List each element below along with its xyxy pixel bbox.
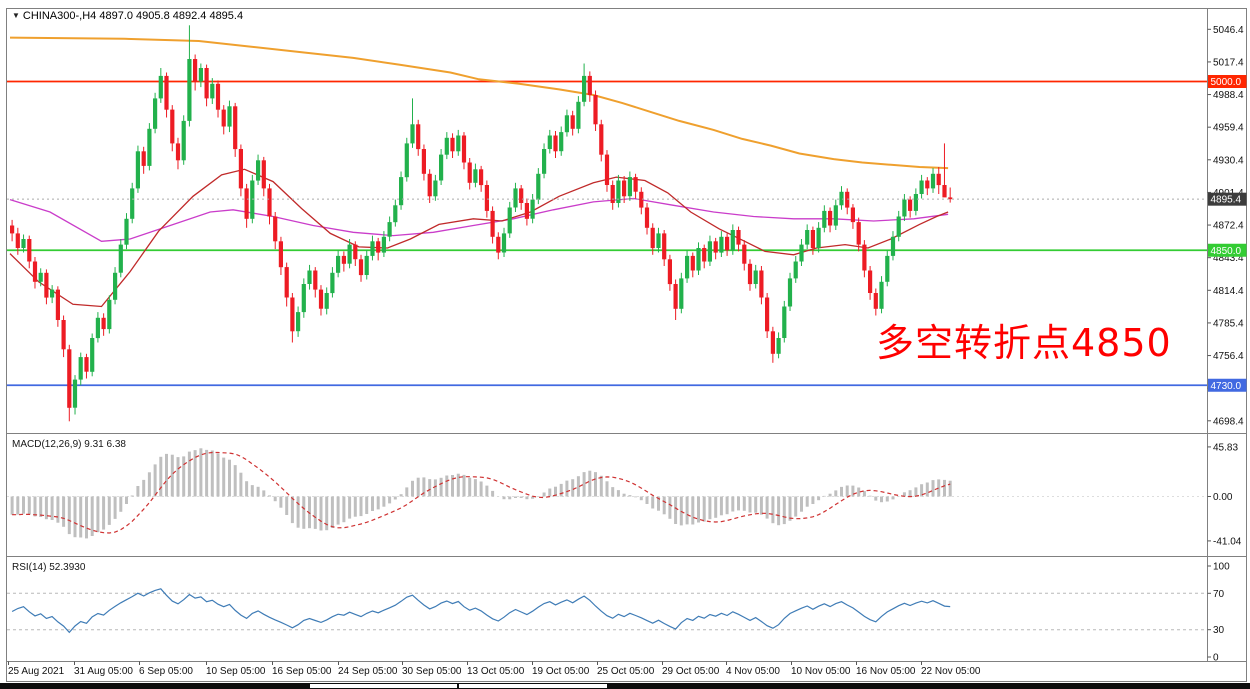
ohlc-readout: 4897.0 4905.8 4892.4 4895.4 (99, 10, 244, 22)
bottom-bar-segment (459, 684, 607, 688)
svg-text:24 Sep 05:00: 24 Sep 05:00 (338, 666, 398, 677)
svg-text:4872.4: 4872.4 (1213, 221, 1244, 232)
moving-average-ma_fast (9, 168, 949, 308)
macd-values: 9.31 6.38 (84, 439, 126, 450)
svg-text:0: 0 (1213, 653, 1219, 664)
macd-axis[interactable]: 45.83 0.00 -41.04 (1207, 442, 1242, 547)
text-annotation[interactable]: 多空转折点4850 (876, 321, 1172, 365)
svg-text:70: 70 (1213, 589, 1225, 600)
svg-text:4850.0: 4850.0 (1211, 246, 1242, 257)
chart-frame (6, 8, 1247, 682)
macd-histogram (10, 448, 952, 539)
svg-text:5017.4: 5017.4 (1213, 57, 1244, 68)
svg-text:4895.4: 4895.4 (1211, 195, 1242, 206)
svg-text:16 Nov 05:00: 16 Nov 05:00 (856, 666, 916, 677)
svg-text:29 Oct 05:00: 29 Oct 05:00 (662, 666, 720, 677)
svg-text:30: 30 (1213, 625, 1225, 636)
moving-average-ma_medium (9, 197, 949, 242)
svg-text:100: 100 (1213, 562, 1230, 573)
svg-text:6 Sep 05:00: 6 Sep 05:00 (139, 666, 193, 677)
level-price-label: 4850.0 (1208, 243, 1247, 257)
svg-text:5000.0: 5000.0 (1211, 77, 1242, 88)
svg-text:13 Oct 05:00: 13 Oct 05:00 (467, 666, 525, 677)
svg-text:19 Oct 05:00: 19 Oct 05:00 (532, 666, 590, 677)
rsi-line (11, 588, 951, 634)
svg-text:45.83: 45.83 (1213, 442, 1238, 453)
svg-text:4959.4: 4959.4 (1213, 123, 1244, 134)
svg-text:30 Sep 05:00: 30 Sep 05:00 (402, 666, 462, 677)
svg-text:-41.04: -41.04 (1213, 536, 1242, 547)
svg-text:10 Sep 05:00: 10 Sep 05:00 (206, 666, 266, 677)
svg-text:4930.4: 4930.4 (1213, 155, 1244, 166)
symbol-timeframe: CHINA300-,H4 (22, 10, 97, 22)
candlesticks (10, 25, 953, 422)
svg-text:16 Sep 05:00: 16 Sep 05:00 (272, 666, 332, 677)
svg-text:4 Nov 05:00: 4 Nov 05:00 (726, 666, 780, 677)
svg-text:4843.4: 4843.4 (1213, 253, 1244, 264)
rsi-axis[interactable]: 100 70 30 0 (1207, 562, 1231, 664)
moving-average-ma_slow (9, 36, 949, 170)
svg-text:0.00: 0.00 (1213, 492, 1233, 503)
time-axis[interactable]: 25 Aug 2021 31 Aug 05:00 6 Sep 05:00 10 Sep… (8, 661, 981, 678)
svg-text:5046.4: 5046.4 (1213, 25, 1244, 36)
svg-text:4814.4: 4814.4 (1213, 286, 1244, 297)
svg-text:4988.4: 4988.4 (1213, 90, 1244, 101)
svg-text:4756.4: 4756.4 (1213, 351, 1244, 362)
svg-text:22 Nov 05:00: 22 Nov 05:00 (921, 666, 981, 677)
macd-signal-line (12, 451, 951, 534)
svg-text:25 Aug 2021: 25 Aug 2021 (8, 666, 65, 677)
bottom-bar-segment (310, 684, 457, 688)
level-price-label: 5000.0 (1208, 75, 1247, 88)
rsi-indicator-label: RSI(14) 52.3930 (12, 562, 85, 573)
svg-text:31 Aug 05:00: 31 Aug 05:00 (74, 666, 133, 677)
svg-text:10 Nov 05:00: 10 Nov 05:00 (791, 666, 851, 677)
chart-title: ▼ CHINA300-,H4 4897.0 4905.8 4892.4 4895.… (12, 10, 243, 22)
svg-text:4698.4: 4698.4 (1213, 416, 1244, 427)
svg-text:4785.4: 4785.4 (1213, 318, 1244, 329)
rsi-value: 52.3930 (49, 562, 86, 573)
macd-name: MACD(12,26,9) (12, 439, 82, 450)
current-price-label: 4895.4 (1208, 192, 1247, 206)
macd-indicator-label: MACD(12,26,9) 9.31 6.38 (12, 439, 126, 450)
svg-text:25 Oct 05:00: 25 Oct 05:00 (597, 666, 655, 677)
bottom-edge-bar (0, 683, 1250, 689)
rsi-name: RSI(14) (12, 562, 47, 573)
svg-text:4730.0: 4730.0 (1211, 381, 1242, 392)
one-click-trading-icon[interactable]: ▼ (12, 11, 20, 20)
level-price-label: 4730.0 (1208, 378, 1247, 392)
